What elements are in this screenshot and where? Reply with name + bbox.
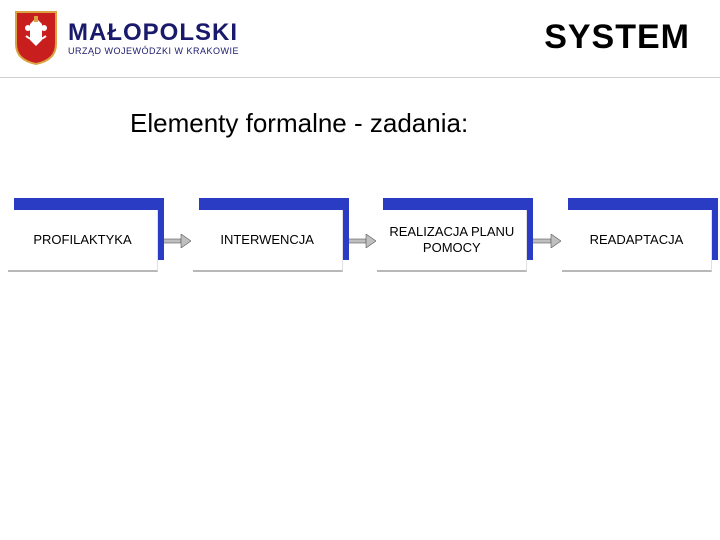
flow-box: READAPTACJA	[562, 210, 712, 272]
page-title: SYSTEM	[544, 18, 690, 57]
flow-box: PROFILAKTYKA	[8, 210, 158, 272]
flow-box: INTERWENCJA	[193, 210, 343, 272]
logo-main: MAŁOPOLSKI	[68, 21, 239, 45]
arrow-icon	[529, 234, 561, 248]
header: MAŁOPOLSKI URZĄD WOJEWÓDZKI W KRAKOWIE S…	[0, 0, 720, 78]
arrow-icon	[344, 234, 376, 248]
flow-box: REALIZACJA PLANU POMOCY	[377, 210, 527, 272]
box-label: PROFILAKTYKA	[8, 210, 158, 272]
arrow-icon	[159, 234, 191, 248]
box-label: READAPTACJA	[562, 210, 712, 272]
box-label: REALIZACJA PLANU POMOCY	[377, 210, 527, 272]
box-label: INTERWENCJA	[193, 210, 343, 272]
subtitle: Elementy formalne - zadania:	[130, 108, 468, 139]
logo-sub: URZĄD WOJEWÓDZKI W KRAKOWIE	[68, 47, 239, 56]
logo-text: MAŁOPOLSKI URZĄD WOJEWÓDZKI W KRAKOWIE	[68, 21, 239, 56]
logo-area: MAŁOPOLSKI URZĄD WOJEWÓDZKI W KRAKOWIE	[12, 10, 239, 66]
crest-icon	[12, 10, 60, 66]
flow-row: PROFILAKTYKA INTERWENCJA REALIZACJA PLAN…	[8, 210, 712, 272]
